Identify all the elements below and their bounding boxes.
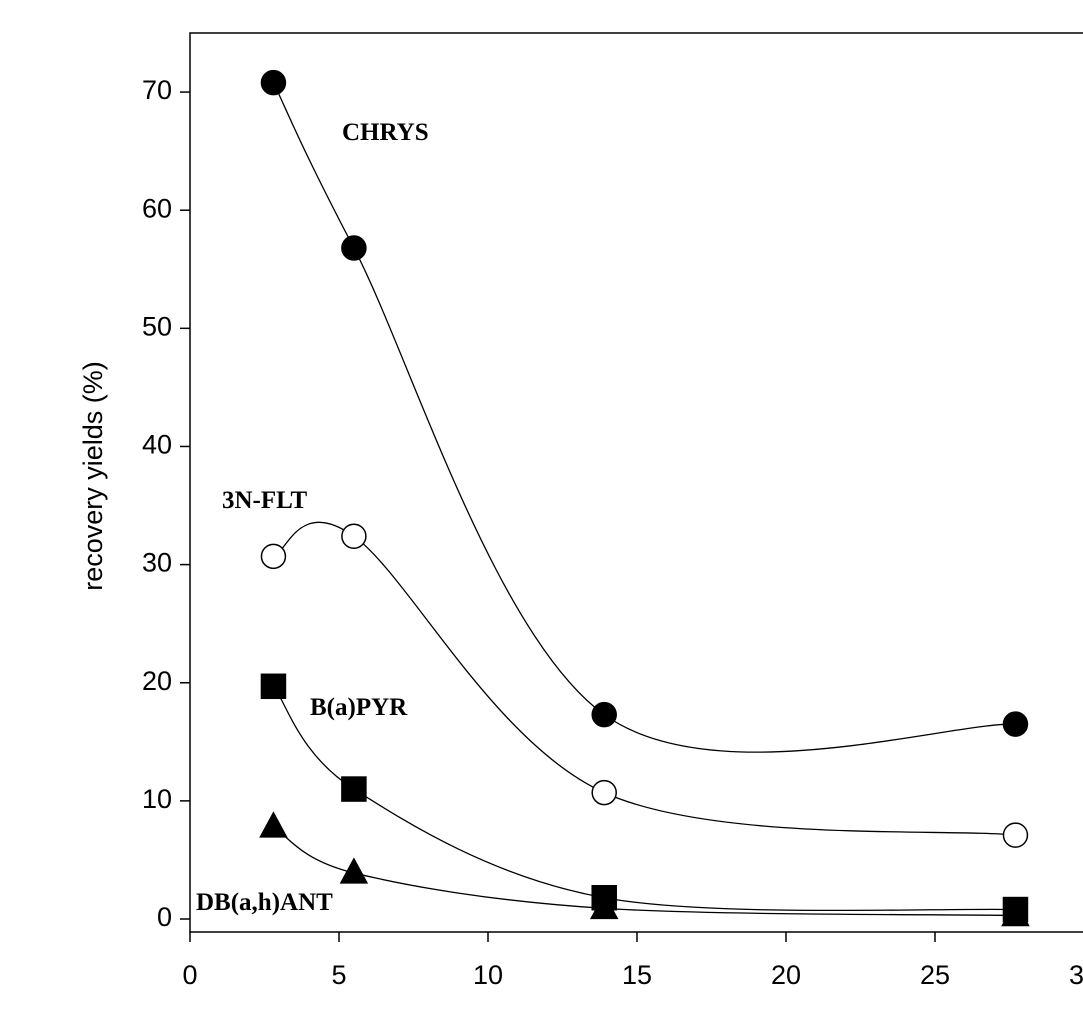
- series-label: CHRYS: [342, 119, 429, 146]
- y-tick-label: 50: [142, 311, 172, 341]
- x-tick-label: 25: [920, 960, 950, 990]
- y-tick-label: 60: [142, 193, 172, 223]
- y-tick-label: 70: [142, 75, 172, 105]
- x-tick-label: 0: [182, 960, 197, 990]
- y-tick-label: 20: [142, 666, 172, 696]
- marker: [339, 857, 369, 884]
- series-line: [273, 521, 1016, 836]
- y-tick-label: 40: [142, 430, 172, 460]
- marker: [260, 69, 287, 96]
- marker: [260, 543, 287, 570]
- y-tick-label: 10: [142, 784, 172, 814]
- series-line: [272, 685, 1016, 912]
- marker: [591, 779, 617, 806]
- x-tick-label: 20: [771, 960, 801, 990]
- x-tick-label: 5: [331, 960, 346, 990]
- y-axis-label: recovery yields (%): [78, 361, 108, 591]
- series-line: [272, 82, 1016, 753]
- marker: [1001, 899, 1030, 927]
- marker: [341, 523, 367, 550]
- x-tick-label: 10: [473, 960, 503, 990]
- plot-frame: [189, 32, 1083, 933]
- x-tick-label: 30: [1069, 960, 1083, 990]
- marker: [341, 776, 367, 802]
- marker: [591, 701, 617, 728]
- marker: [589, 892, 619, 920]
- y-tick-label: 30: [142, 548, 172, 578]
- x-tick-label: 15: [622, 960, 652, 990]
- marker: [1002, 822, 1029, 848]
- series-label: DB(a,h)ANT: [196, 889, 333, 916]
- series-label: 3N-FLT: [222, 487, 308, 514]
- series-line: [273, 826, 1016, 917]
- marker: [259, 811, 288, 838]
- y-tick-label: 0: [157, 902, 172, 932]
- marker: [1002, 711, 1029, 737]
- series-label: B(a)PYR: [310, 694, 408, 721]
- marker: [260, 673, 287, 700]
- marker: [341, 235, 367, 261]
